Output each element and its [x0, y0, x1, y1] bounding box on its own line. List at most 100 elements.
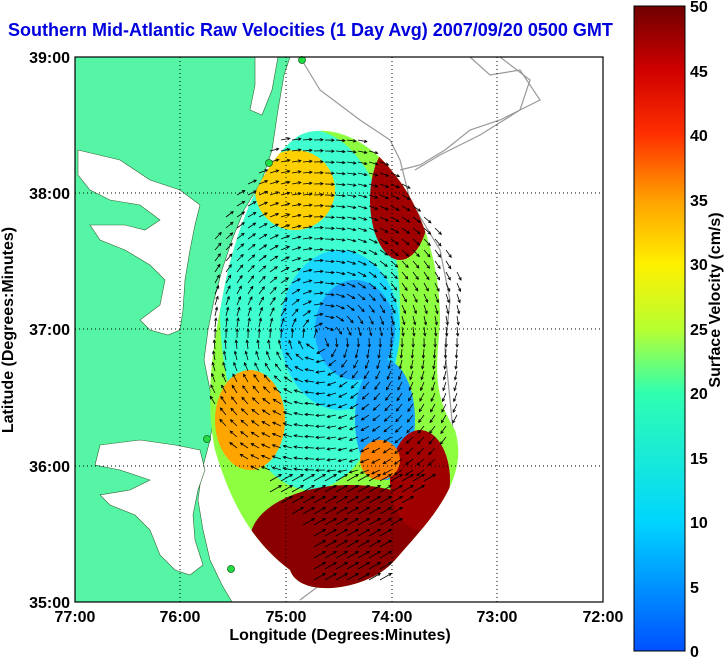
velocity-arrowhead	[401, 332, 405, 337]
velocity-arrow	[371, 458, 381, 464]
velocity-arrow	[283, 445, 293, 449]
velocity-arrowhead	[355, 474, 360, 478]
velocity-arrow	[313, 562, 326, 570]
velocity-arrow	[390, 326, 393, 336]
velocity-arrow	[395, 425, 403, 433]
velocity-arrowhead	[348, 437, 353, 441]
velocity-arrow	[291, 308, 299, 317]
velocity-arrowhead	[293, 411, 298, 416]
velocity-arrowhead	[337, 426, 342, 430]
velocity-arrow	[324, 518, 337, 526]
velocity-arrow	[346, 315, 354, 323]
velocity-arrowhead	[278, 474, 283, 478]
velocity-arrowhead	[286, 213, 291, 217]
velocity-arrow	[335, 474, 348, 482]
velocity-arrowhead	[344, 573, 349, 577]
velocity-arrow	[335, 326, 343, 335]
velocity-arrow	[302, 310, 311, 317]
velocity-arrow	[346, 293, 356, 299]
velocity-arrowhead	[297, 235, 302, 239]
velocity-arrow	[368, 496, 381, 504]
velocity-arrowhead	[427, 242, 431, 247]
velocity-arrow	[269, 213, 279, 218]
velocity-arrowhead	[341, 283, 346, 287]
velocity-arrow	[291, 192, 301, 196]
velocity-arrowhead	[355, 529, 360, 533]
velocity-arrow	[418, 403, 425, 412]
velocity-arrow	[401, 249, 409, 257]
velocity-arrowhead	[372, 285, 377, 290]
velocity-arrowhead	[267, 339, 271, 344]
velocity-arrowhead	[320, 225, 324, 230]
velocity-arrow	[269, 266, 278, 273]
velocity-arrowhead	[261, 409, 266, 413]
velocity-arrowhead	[458, 277, 462, 281]
velocity-arrowhead	[271, 444, 276, 448]
velocity-arrow	[338, 447, 348, 451]
velocity-arrowhead	[364, 365, 369, 370]
velocity-arrow	[379, 304, 385, 313]
velocity-arrowhead	[293, 378, 298, 382]
velocity-arrow	[379, 474, 392, 482]
velocity-arrow	[434, 282, 440, 292]
velocity-arrow	[379, 562, 392, 570]
velocity-arrow	[412, 474, 425, 482]
velocity-arrow	[428, 458, 436, 466]
velocity-arrow	[263, 374, 271, 383]
velocity-arrowhead	[272, 398, 277, 403]
velocity-arrowhead	[293, 423, 298, 427]
velocity-arrow	[294, 401, 304, 405]
velocity-arrowhead	[286, 191, 291, 195]
velocity-arrowhead	[286, 180, 291, 185]
velocity-arrow	[434, 238, 442, 247]
velocity-arrow	[245, 351, 249, 361]
velocity-arrow	[313, 540, 326, 548]
velocity-arrow	[251, 431, 260, 438]
velocity-arrowhead	[242, 385, 246, 389]
velocity-arrowhead	[322, 518, 327, 522]
velocity-arrowhead	[311, 496, 316, 500]
velocity-arrow	[316, 348, 326, 354]
velocity-arrow	[222, 362, 227, 372]
velocity-arrow	[261, 455, 271, 460]
velocity-arrow	[335, 304, 345, 310]
velocity-arrowhead	[371, 449, 376, 453]
grid-lines	[75, 57, 603, 602]
velocity-arrowhead	[333, 529, 338, 533]
velocity-arrow	[367, 348, 370, 358]
velocity-arrow	[236, 264, 244, 273]
velocity-arrow	[434, 260, 441, 269]
velocity-arrowhead	[452, 409, 456, 414]
velocity-arrowhead	[406, 207, 411, 212]
velocity-arrow	[379, 573, 392, 581]
velocity-arrow	[280, 192, 290, 196]
velocity-arrowhead	[304, 434, 308, 439]
velocity-arrowhead	[337, 415, 342, 419]
velocity-arrowhead	[441, 398, 446, 403]
velocity-arrowhead	[345, 344, 350, 348]
velocity-arrowhead	[333, 573, 338, 577]
velocity-arrowhead	[415, 276, 419, 281]
velocity-arrowhead	[385, 195, 390, 200]
velocity-arrow	[349, 458, 359, 463]
velocity-arrowhead	[282, 307, 287, 312]
velocity-arrowhead	[297, 267, 302, 272]
velocity-arrowhead	[264, 190, 269, 195]
velocity-arrow	[272, 433, 282, 438]
velocity-arrowhead	[315, 359, 320, 364]
velocity-arrowhead	[247, 317, 251, 322]
velocity-arrow	[324, 293, 334, 296]
velocity-arrow	[258, 180, 268, 185]
velocity-arrow	[420, 381, 425, 391]
velocity-arrow	[302, 496, 315, 504]
velocity-arrow	[405, 447, 414, 455]
velocity-arrowhead	[383, 275, 388, 279]
velocity-arrowhead	[453, 376, 458, 381]
velocity-arrow	[214, 274, 220, 284]
velocity-arrowhead	[320, 182, 324, 186]
y-tick-labels: 35:00 36:00 37:00 38:00 39:00	[29, 50, 70, 612]
velocity-arrowhead	[425, 287, 429, 292]
velocity-arrowhead	[396, 397, 400, 402]
velocity-arrowhead	[441, 409, 445, 413]
velocity-arrow	[412, 238, 420, 246]
